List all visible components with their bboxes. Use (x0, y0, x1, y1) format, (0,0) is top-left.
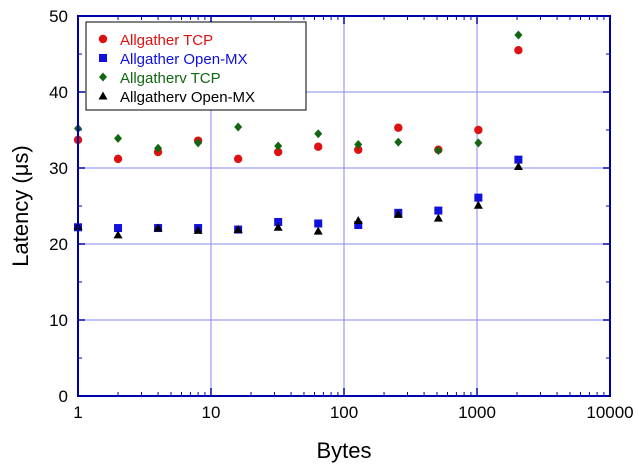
data-point (274, 141, 283, 151)
x-tick-label: 10000 (586, 403, 633, 422)
data-point (433, 213, 443, 222)
axis-ticks (77, 15, 611, 397)
x-tick-label: 10 (202, 403, 221, 422)
y-tick-label: 40 (49, 83, 68, 102)
y-tick-label: 10 (49, 311, 68, 330)
data-point (114, 224, 123, 233)
legend-label: Allgather TCP (120, 32, 213, 49)
data-point (193, 225, 203, 234)
data-point (113, 230, 123, 239)
data-point (393, 209, 403, 218)
data-point (313, 226, 323, 235)
data-point (394, 137, 403, 147)
legend-label: Allgatherv TCP (120, 70, 221, 87)
data-point (314, 129, 323, 139)
x-tick-label: 100 (330, 403, 358, 422)
series-2 (74, 30, 523, 156)
data-point (273, 147, 283, 157)
data-point (474, 125, 483, 135)
data-point (194, 138, 203, 148)
data-point (513, 161, 523, 170)
data-point (314, 219, 323, 228)
data-point (154, 143, 163, 153)
legend: Allgather TCP Allgather Open-MX Allgatherv… (85, 21, 307, 111)
tick-labels: 0 10 20 30 40 50 1 10 100 1000 10000 (49, 7, 634, 422)
data-point (274, 217, 283, 226)
legend-label: Allgather Open-MX (120, 51, 248, 68)
data-point (273, 222, 283, 231)
data-point (153, 223, 163, 232)
data-point (114, 133, 123, 143)
data-point (434, 146, 443, 156)
data-point (354, 145, 363, 154)
legend-box (85, 21, 307, 111)
data-point (473, 200, 483, 209)
series-1 (74, 155, 523, 234)
legend-marker (99, 54, 107, 62)
y-axis-title: Latency (μs) (8, 145, 33, 267)
data-point (514, 30, 523, 40)
legend-marker (99, 72, 107, 82)
legend-label: Allgatherv Open-MX (120, 89, 255, 106)
data-point (233, 154, 243, 164)
x-tick-label: 1000 (458, 403, 496, 422)
x-tick-label: 1 (73, 403, 82, 422)
legend-marker (98, 91, 108, 100)
data-point (514, 155, 523, 164)
data-point (233, 225, 243, 234)
x-axis-title: Bytes (316, 438, 371, 463)
legend-marker (98, 34, 108, 44)
series-3 (73, 161, 523, 239)
data-point (354, 221, 363, 229)
y-tick-label: 0 (59, 387, 68, 406)
y-tick-label: 50 (49, 7, 68, 26)
y-tick-label: 30 (49, 159, 68, 178)
data-point (314, 142, 323, 151)
data-point (353, 215, 363, 224)
data-point (234, 122, 243, 132)
data-point (474, 193, 483, 202)
data-point (514, 46, 523, 55)
y-tick-label: 20 (49, 235, 68, 254)
data-point (354, 139, 363, 149)
data-point (474, 138, 483, 148)
data-points (73, 30, 523, 239)
data-point (434, 206, 443, 215)
data-point (113, 154, 123, 164)
data-point (394, 123, 403, 132)
